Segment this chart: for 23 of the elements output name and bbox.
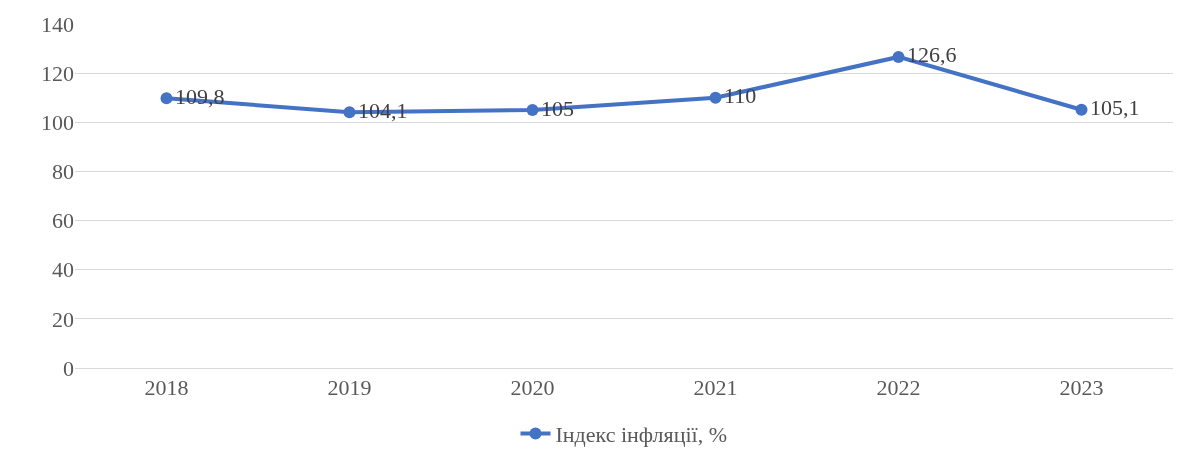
x-tick-label: 2021: [693, 375, 738, 401]
y-tick-label: 80: [52, 159, 74, 185]
y-tick-label: 100: [41, 109, 74, 135]
legend-label: Індекс інфляції, %: [555, 422, 727, 448]
x-tick-label: 2018: [144, 375, 189, 401]
point: [526, 104, 539, 116]
data-label: 126,6: [907, 42, 957, 68]
point: [160, 92, 173, 105]
point: [892, 50, 905, 63]
y-tick-label: 60: [52, 208, 74, 234]
y-tick-label: 0: [63, 355, 74, 381]
y-tick-label: 140: [41, 11, 74, 37]
x-tick-label: 2022: [876, 375, 921, 401]
y-tick-label: 40: [52, 257, 74, 283]
x-tick-label: 2019: [327, 375, 372, 401]
data-label: 105,1: [1090, 95, 1140, 121]
x-tick-label: 2023: [1059, 375, 1104, 401]
y-tick-label: 120: [41, 60, 74, 86]
point: [1075, 103, 1088, 116]
point: [709, 91, 722, 104]
point: [343, 106, 356, 119]
x-tick-label: 2020: [510, 375, 555, 401]
y-tick-label: 20: [52, 306, 74, 332]
